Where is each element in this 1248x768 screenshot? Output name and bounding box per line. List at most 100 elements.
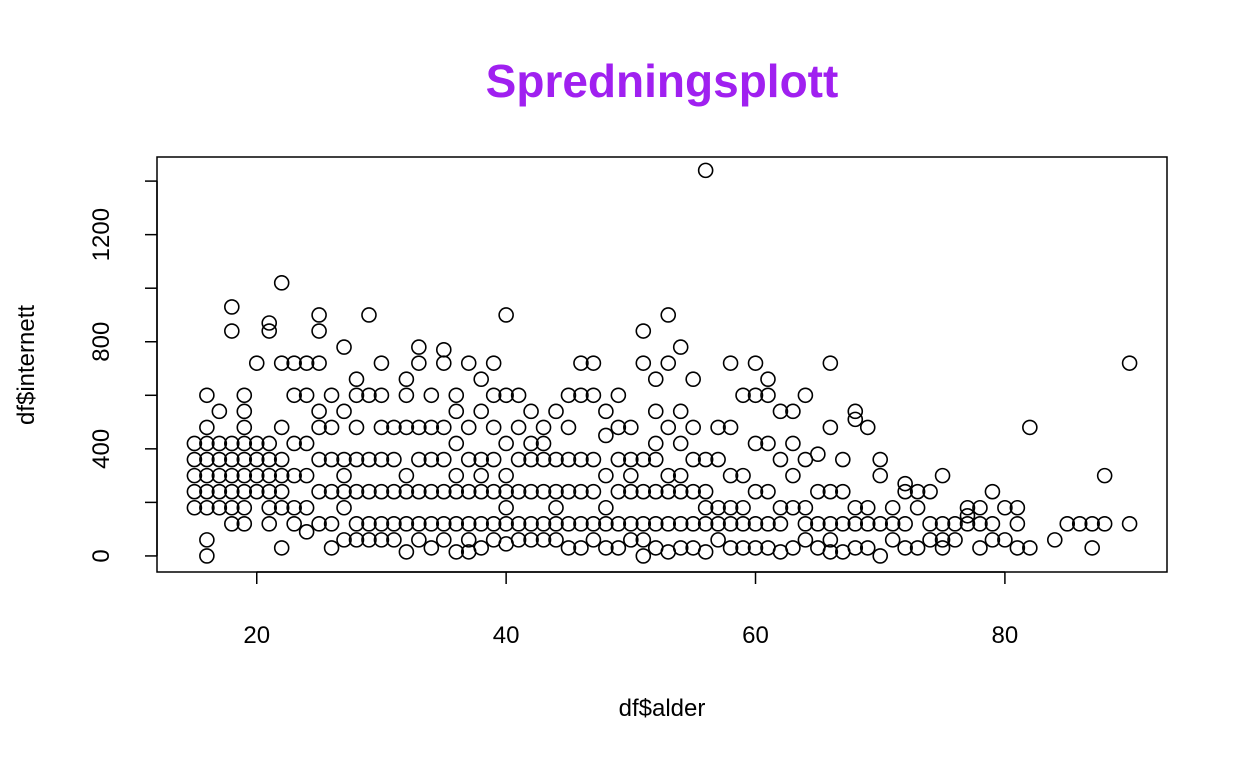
data-point xyxy=(211,499,228,516)
data-point xyxy=(298,499,315,516)
data-point xyxy=(398,387,415,404)
data-point xyxy=(273,275,290,291)
data-point xyxy=(710,451,726,468)
data-point xyxy=(710,419,726,436)
data-point xyxy=(423,419,440,436)
data-point xyxy=(423,451,440,468)
data-point xyxy=(298,387,315,404)
data-point xyxy=(248,435,265,452)
data-point xyxy=(423,540,440,556)
x-axis-label: df$alder xyxy=(619,695,706,722)
data-point xyxy=(298,524,315,540)
data-point xyxy=(211,403,228,420)
data-point xyxy=(623,516,639,532)
data-point xyxy=(909,540,926,556)
data-point xyxy=(336,403,352,420)
data-point xyxy=(573,516,589,532)
data-point xyxy=(1121,355,1138,371)
data-point xyxy=(448,516,465,532)
data-point xyxy=(560,419,577,436)
x-tick-label: 40 xyxy=(493,622,520,649)
data-point xyxy=(859,516,876,532)
data-point xyxy=(348,387,365,404)
data-point xyxy=(286,516,302,532)
data-point xyxy=(386,532,402,548)
data-point xyxy=(735,499,751,516)
data-point xyxy=(697,483,714,500)
data-point xyxy=(460,419,477,436)
data-point xyxy=(872,516,889,532)
data-point xyxy=(224,323,240,339)
data-point xyxy=(1022,419,1038,436)
data-point xyxy=(847,499,864,516)
data-point xyxy=(186,435,203,452)
data-point xyxy=(697,516,714,532)
y-axis: 0 400 800 1200 xyxy=(88,180,158,563)
data-point xyxy=(897,540,913,556)
data-point xyxy=(323,516,340,532)
data-point xyxy=(236,451,253,468)
data-point xyxy=(934,516,951,532)
data-point xyxy=(872,467,889,484)
data-point xyxy=(884,516,901,532)
data-point xyxy=(610,419,627,436)
data-point xyxy=(236,435,253,452)
data-point xyxy=(411,516,427,532)
data-point xyxy=(298,435,315,452)
data-point xyxy=(760,435,776,452)
data-point xyxy=(610,540,627,556)
data-point xyxy=(747,516,764,532)
data-point xyxy=(934,532,951,548)
data-point xyxy=(448,544,465,560)
data-point xyxy=(336,467,352,484)
data-point xyxy=(199,548,215,564)
data-point xyxy=(1059,516,1076,532)
data-point xyxy=(423,483,440,500)
data-point xyxy=(747,540,764,556)
data-point xyxy=(1009,516,1026,532)
data-point xyxy=(772,451,789,468)
data-point xyxy=(485,451,502,468)
data-point xyxy=(361,387,377,404)
data-points xyxy=(186,162,1138,564)
data-point xyxy=(298,467,315,484)
data-point xyxy=(1096,467,1113,484)
data-point xyxy=(722,355,739,371)
data-point xyxy=(685,371,701,388)
data-point xyxy=(473,516,489,532)
data-point xyxy=(635,532,652,548)
data-point xyxy=(485,483,502,500)
data-point xyxy=(373,355,390,371)
data-point xyxy=(224,299,240,315)
y-tick-label: 400 xyxy=(88,429,115,469)
data-point xyxy=(710,499,726,516)
data-point xyxy=(672,403,689,420)
data-point xyxy=(298,355,315,371)
data-point xyxy=(311,307,327,323)
data-point xyxy=(224,467,240,484)
data-point xyxy=(635,451,652,468)
data-point xyxy=(523,435,539,452)
data-point xyxy=(248,467,265,484)
data-point xyxy=(498,516,514,532)
data-point xyxy=(498,499,514,516)
data-point xyxy=(411,355,427,371)
data-point xyxy=(922,516,938,532)
data-point xyxy=(236,499,253,516)
data-point xyxy=(685,483,701,500)
data-point xyxy=(735,516,751,532)
data-point xyxy=(859,499,876,516)
data-point xyxy=(236,419,253,436)
data-point xyxy=(435,341,452,358)
data-point xyxy=(760,371,776,388)
data-point xyxy=(997,532,1013,548)
data-point xyxy=(373,387,390,404)
data-point xyxy=(922,532,938,548)
data-point xyxy=(835,483,851,500)
data-point xyxy=(747,435,764,452)
data-point xyxy=(548,499,564,516)
data-point xyxy=(959,516,976,532)
data-point xyxy=(485,419,502,436)
data-point xyxy=(747,483,764,500)
data-point xyxy=(186,451,203,468)
